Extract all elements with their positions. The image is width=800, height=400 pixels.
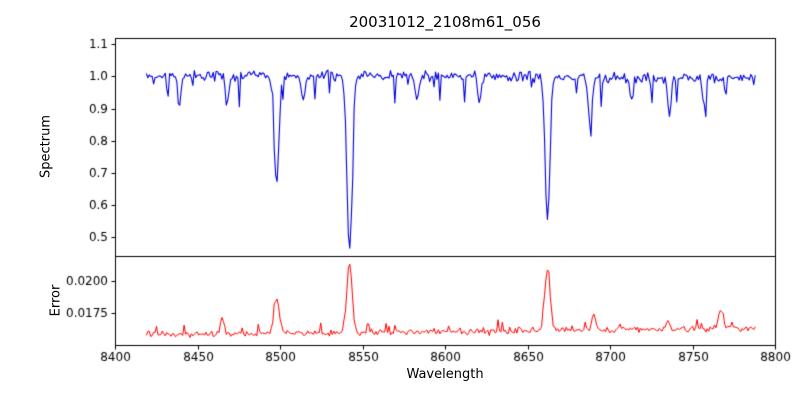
y-axis-label-error: Error	[48, 284, 64, 317]
chart-title: 20031012_2108m61_056	[349, 13, 541, 31]
y-axis-label-spectrum: Spectrum	[38, 115, 54, 178]
x-axis-label: Wavelength	[406, 367, 484, 382]
